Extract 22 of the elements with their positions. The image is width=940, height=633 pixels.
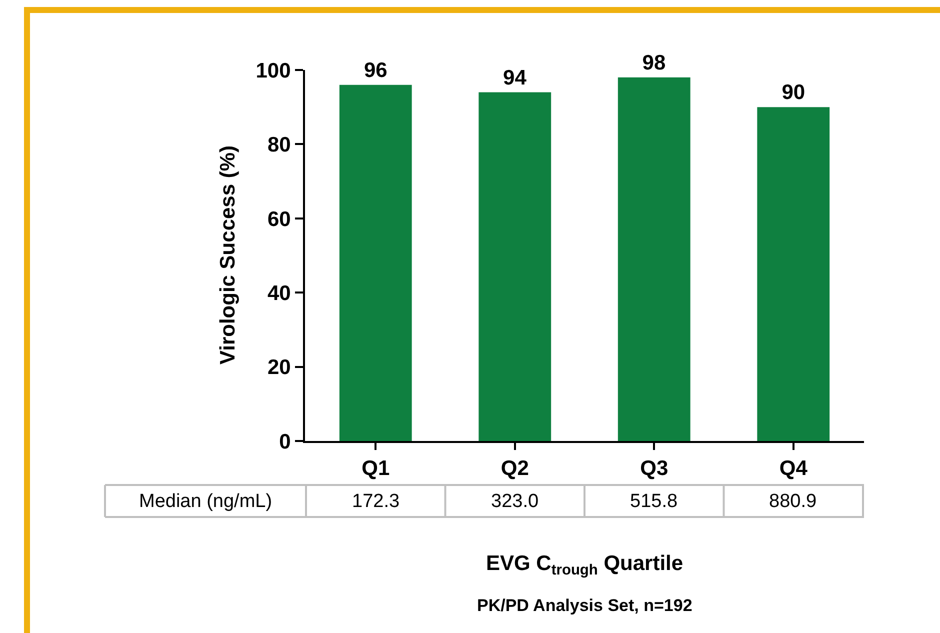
y-tick-label: 40 <box>267 282 291 305</box>
x-tick-label: Q3 <box>640 457 668 480</box>
text: 323.0 <box>491 491 539 512</box>
y-tick-label: 20 <box>267 356 291 380</box>
data-label: 90 <box>782 81 806 104</box>
data-label: 94 <box>503 66 527 90</box>
text: 880.9 <box>769 491 817 512</box>
x-axis-title: EVG C$_{trough}$ Quartile <box>486 552 684 578</box>
y-tick-label: 60 <box>267 208 291 231</box>
y-axis-title: Virologic Success (%) <box>216 145 240 364</box>
text: PK/PD Analysis Set, n=192 <box>477 596 692 615</box>
text: 515.8 <box>630 491 678 512</box>
y-tick-label: 100 <box>256 59 291 82</box>
x-tick-label: Q4 <box>779 457 808 480</box>
data-label: 96 <box>364 58 388 82</box>
text: Median (ng/mL) <box>139 491 272 512</box>
y-tick-label: 0 <box>279 430 291 454</box>
y-tick-label: 80 <box>267 134 291 157</box>
text: 172.3 <box>352 491 400 512</box>
data-label: 98 <box>642 51 666 74</box>
x-tick-label: Q1 <box>362 457 390 480</box>
x-tick-label: Q2 <box>500 457 529 480</box>
